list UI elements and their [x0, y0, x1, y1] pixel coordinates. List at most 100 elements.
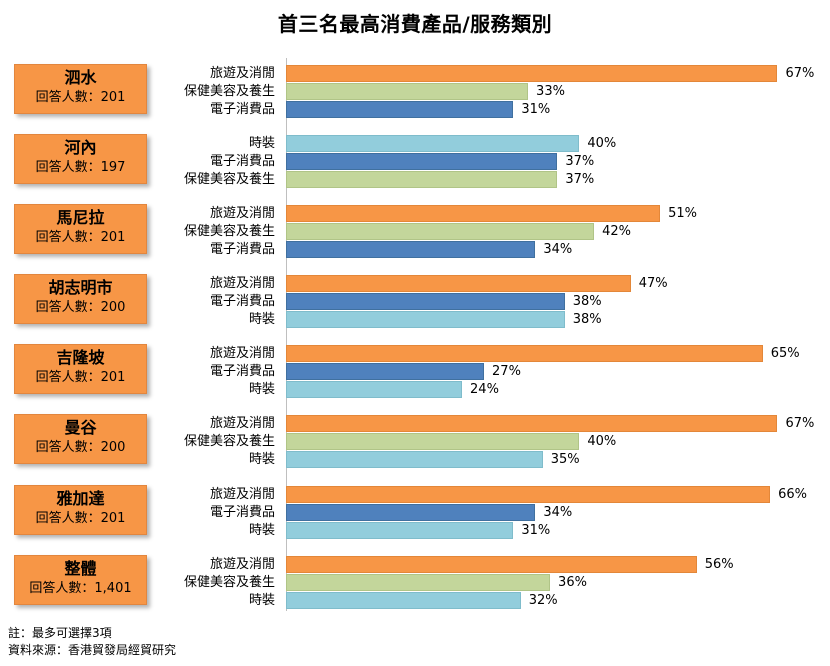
city-label-box: 曼谷回答人數：200 — [14, 414, 147, 464]
city-label-box: 吉隆坡回答人數：201 — [14, 344, 147, 394]
bar-consumer-electronics — [286, 241, 536, 258]
bar-category-label: 旅遊及消閒 — [209, 487, 275, 502]
bar-travel-leisure — [286, 205, 661, 222]
city-label-box: 河內回答人數：197 — [14, 134, 147, 184]
city-label-box: 整體回答人數：1,401 — [14, 555, 147, 605]
bar-category-label: 旅遊及消閒 — [209, 346, 275, 361]
bar-category-label: 保健美容及養生 — [183, 575, 275, 590]
bar-fashion — [286, 135, 580, 152]
bar-value-label: 37% — [565, 172, 595, 187]
bar-travel-leisure — [286, 275, 631, 292]
city-name: 吉隆坡 — [56, 348, 105, 367]
bar-health-beauty — [286, 171, 558, 188]
respondent-count: 回答人數：197 — [35, 160, 126, 175]
respondent-count: 回答人數：201 — [35, 90, 126, 105]
bar-category-label: 保健美容及養生 — [183, 224, 275, 239]
bar-category-label: 旅遊及消閒 — [209, 66, 275, 81]
bar-category-label: 電子消費品 — [209, 294, 275, 309]
bar-fashion — [286, 592, 521, 609]
bar-category-label: 時裝 — [248, 382, 275, 397]
bar-category-label: 時裝 — [248, 593, 275, 608]
bar-health-beauty — [286, 574, 551, 591]
respondent-count: 回答人數：200 — [35, 440, 126, 455]
bar-value-label: 42% — [602, 224, 631, 239]
bar-value-label: 38% — [572, 312, 602, 327]
city-name: 胡志明市 — [48, 278, 113, 297]
footnote-source: 資料來源：香港貿發局經貿研究 — [8, 643, 177, 657]
bar-category-label: 電子消費品 — [209, 242, 275, 257]
bar-category-label: 電子消費品 — [209, 364, 275, 379]
bar-category-label: 保健美容及養生 — [183, 84, 275, 99]
bar-category-label: 時裝 — [248, 523, 275, 538]
bar-travel-leisure — [286, 556, 697, 573]
bar-consumer-electronics — [286, 153, 558, 170]
footnote-note: 註：最多可選擇3項 — [8, 626, 112, 640]
city-name: 曼谷 — [64, 418, 97, 437]
bar-value-label: 31% — [521, 102, 551, 117]
respondent-count: 回答人數：201 — [35, 511, 126, 526]
category-axis-line — [286, 58, 287, 611]
bar-consumer-electronics — [286, 363, 485, 380]
bar-value-label: 34% — [543, 242, 573, 257]
city-label-box: 馬尼拉回答人數：201 — [14, 204, 147, 254]
bar-value-label: 27% — [492, 364, 521, 379]
bar-travel-leisure — [286, 345, 763, 362]
bar-value-label: 31% — [521, 523, 551, 538]
bar-category-label: 旅遊及消閒 — [209, 416, 275, 431]
bar-fashion — [286, 522, 514, 539]
city-name: 河內 — [64, 138, 97, 157]
chart-title: 首三名最高消費產品/服務類別 — [277, 12, 553, 36]
bar-fashion — [286, 381, 463, 398]
bar-category-label: 時裝 — [248, 312, 275, 327]
bar-category-label: 時裝 — [248, 136, 275, 151]
bar-value-label: 32% — [528, 593, 558, 608]
bar-category-label: 電子消費品 — [209, 102, 275, 117]
city-label-box: 泗水回答人數：201 — [14, 64, 147, 114]
bar-category-label: 電子消費品 — [209, 154, 275, 169]
bar-value-label: 35% — [550, 452, 580, 467]
bar-value-label: 33% — [536, 84, 565, 99]
bar-value-label: 67% — [785, 66, 815, 81]
bar-value-label: 47% — [638, 276, 668, 291]
city-name: 泗水 — [64, 68, 97, 87]
bar-value-label: 40% — [587, 434, 617, 449]
bar-value-label: 34% — [543, 505, 573, 520]
city-label-box: 雅加達回答人數：201 — [14, 485, 147, 535]
bar-value-label: 67% — [785, 416, 815, 431]
city-name: 馬尼拉 — [56, 208, 105, 227]
bar-category-label: 電子消費品 — [209, 505, 275, 520]
city-name: 整體 — [64, 559, 97, 578]
bar-category-label: 旅遊及消閒 — [209, 206, 275, 221]
respondent-count: 回答人數：201 — [35, 370, 126, 385]
bar-value-label: 66% — [778, 487, 808, 502]
bar-travel-leisure — [286, 65, 778, 82]
bar-category-label: 旅遊及消閒 — [209, 276, 275, 291]
respondent-count: 回答人數：1,401 — [29, 581, 132, 596]
bar-health-beauty — [286, 223, 595, 240]
bar-fashion — [286, 311, 565, 328]
bar-category-label: 保健美容及養生 — [183, 172, 275, 187]
bar-health-beauty — [286, 83, 529, 100]
bar-category-label: 保健美容及養生 — [183, 434, 275, 449]
respondent-count: 回答人數：201 — [35, 230, 126, 245]
bar-value-label: 56% — [704, 557, 734, 572]
bar-category-label: 旅遊及消閒 — [209, 557, 275, 572]
bar-value-label: 51% — [668, 206, 697, 221]
bar-consumer-electronics — [286, 504, 536, 521]
bar-travel-leisure — [286, 415, 778, 432]
bar-value-label: 36% — [558, 575, 587, 590]
bar-value-label: 24% — [470, 382, 499, 397]
city-label-box: 胡志明市回答人數：200 — [14, 274, 147, 324]
bar-category-label: 時裝 — [248, 452, 275, 467]
bar-consumer-electronics — [286, 293, 565, 310]
bar-fashion — [286, 451, 543, 468]
bar-value-label: 65% — [770, 346, 800, 361]
bar-value-label: 40% — [587, 136, 617, 151]
respondent-count: 回答人數：200 — [35, 300, 126, 315]
bar-health-beauty — [286, 433, 580, 450]
bar-travel-leisure — [286, 486, 771, 503]
city-name: 雅加達 — [56, 489, 105, 508]
bar-consumer-electronics — [286, 101, 514, 118]
bar-value-label: 38% — [572, 294, 602, 309]
